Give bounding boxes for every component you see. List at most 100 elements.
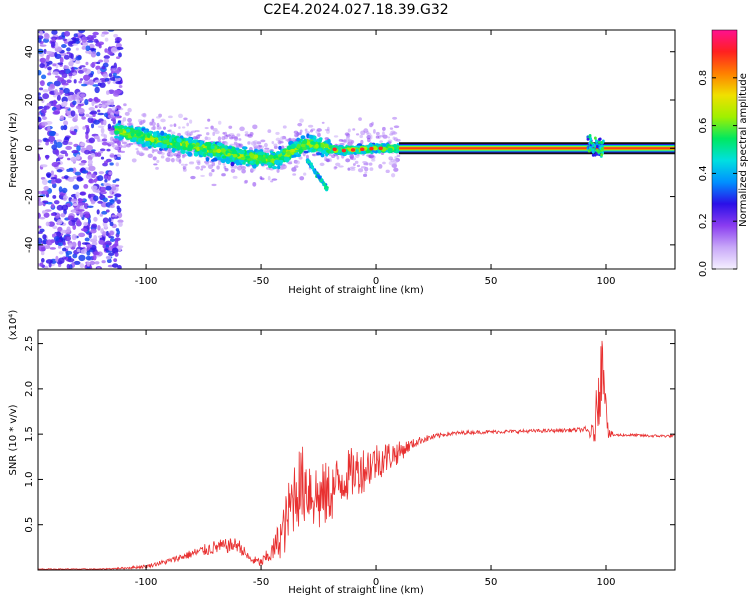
spectrogram-cell xyxy=(111,263,119,268)
spectrogram-cell xyxy=(51,233,56,238)
spectrogram-cell xyxy=(91,100,95,107)
spectrogram-cell xyxy=(140,119,145,125)
spectrogram-cell xyxy=(245,155,250,159)
spectrogram-cell xyxy=(177,138,182,143)
spectrogram-cell xyxy=(253,154,259,159)
spectrogram-cell xyxy=(45,57,50,63)
spectrogram-cell xyxy=(117,120,122,124)
spectrogram-cell xyxy=(105,185,112,191)
spectrogram-cell xyxy=(335,162,341,167)
spectrogram-cell xyxy=(98,171,105,175)
spectrogram-cell xyxy=(114,115,120,119)
spectrogram-cell xyxy=(109,199,115,204)
spectrogram-cell xyxy=(50,179,56,185)
spectrogram-cell xyxy=(114,140,120,144)
spectrogram-cell xyxy=(111,186,117,191)
spectrogram-cell xyxy=(360,139,364,145)
spectrogram-cell xyxy=(105,255,112,260)
spectrogram-cell xyxy=(92,113,96,118)
snr-x-tick-label: -50 xyxy=(253,577,269,588)
spectrogram-cell xyxy=(91,223,98,229)
spectrogram-cell xyxy=(89,47,97,51)
spectrogram-cell xyxy=(105,90,110,95)
spectrogram-cell xyxy=(227,146,233,149)
spectrogram-cell xyxy=(104,37,109,42)
spectrogram-cell xyxy=(252,181,257,187)
spectrogram-cell xyxy=(52,99,57,106)
spectrogram-cell xyxy=(38,138,42,143)
spectrogram-cell xyxy=(199,150,203,155)
spectrogram-cell xyxy=(237,165,243,171)
spectrogram-cell xyxy=(211,183,217,187)
spectrogram-cell xyxy=(260,157,266,162)
spectrogram-cell xyxy=(79,211,84,218)
spectrogram-cell xyxy=(107,252,115,257)
spectrogram-cell xyxy=(114,89,123,94)
spectrogram-cell xyxy=(299,118,304,123)
spectrogram-cell xyxy=(115,162,119,167)
spectrogram-cell xyxy=(141,152,145,156)
spectrogram-cell xyxy=(78,162,86,166)
spectrogram-cell xyxy=(97,138,101,142)
spectrogram-cell xyxy=(258,144,263,148)
spectrogram-cell xyxy=(294,133,299,138)
spectrogram-cell xyxy=(382,126,386,131)
spectrogram-cell xyxy=(58,251,64,255)
spectrogram-cell xyxy=(62,140,69,145)
spectrogram-cell xyxy=(91,241,98,246)
spectrogram-cell xyxy=(104,48,108,53)
spectrogram-cell xyxy=(288,137,292,142)
spectrogram-cell xyxy=(241,166,246,170)
spectrogram-cell xyxy=(62,241,66,246)
spectrogram-cell xyxy=(211,161,216,167)
spectrogram-cell xyxy=(250,141,257,146)
spectrogram-cell xyxy=(232,165,238,169)
spectrogram-cell xyxy=(63,54,70,60)
spectrogram-cell xyxy=(45,139,51,143)
spectrogram-cell xyxy=(107,107,113,114)
spectrogram-cell xyxy=(113,145,118,150)
spectrogram-cell xyxy=(56,95,61,101)
spectrogram-cell xyxy=(38,37,42,43)
spectrogram-cell xyxy=(307,124,314,128)
spectrogram-cell xyxy=(350,166,356,169)
spectrogram-cell xyxy=(333,166,337,170)
spectrogram-cell xyxy=(83,184,89,189)
spectrogram-cell xyxy=(324,184,328,189)
spectrogram-x-tick-label: -100 xyxy=(135,276,158,287)
spectrogram-cell xyxy=(324,137,329,140)
spectrogram-cell xyxy=(375,135,380,139)
spectrogram-cell xyxy=(52,63,57,67)
spectrogram-cell xyxy=(124,111,130,116)
spectrogram-cell xyxy=(90,62,96,68)
spectrogram-cell xyxy=(90,228,97,234)
spectrogram-cell xyxy=(188,161,194,165)
spectrogram-cell xyxy=(127,117,132,123)
spectrogram-cell xyxy=(94,98,101,103)
spectrogram-cell xyxy=(67,215,75,221)
spectrogram-cell xyxy=(188,139,192,144)
spectrogram-cell xyxy=(38,231,43,234)
spectrogram-cell xyxy=(230,168,236,173)
colorbar-tick-label: 0.2 xyxy=(698,213,709,229)
spectrogram-cell xyxy=(350,168,356,171)
spectrogram-cell xyxy=(382,161,386,165)
spectrogram-cell xyxy=(178,113,183,119)
spectrogram-cell xyxy=(97,125,105,129)
spectrogram-cell xyxy=(317,132,321,137)
spectrogram-cell xyxy=(48,60,53,65)
spectrogram-cell xyxy=(142,112,147,118)
spectrogram-cell xyxy=(228,125,233,129)
spectrogram-carrier-band xyxy=(399,147,675,150)
spectrogram-cell xyxy=(358,117,362,121)
spectrogram-cell xyxy=(71,241,77,248)
spectrogram-cell xyxy=(86,34,94,42)
spectrogram-cell xyxy=(39,30,43,36)
spectrogram-cell xyxy=(71,149,79,154)
spectrogram-cell xyxy=(222,155,227,159)
spectrogram-cell xyxy=(47,125,51,131)
spectrogram-cell xyxy=(42,200,49,204)
spectrogram-cell xyxy=(369,123,373,128)
spectrogram-cell xyxy=(87,40,94,43)
